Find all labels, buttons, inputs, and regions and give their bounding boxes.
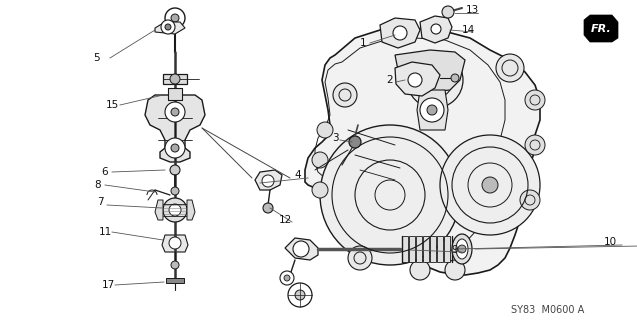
Polygon shape <box>395 50 465 92</box>
Circle shape <box>349 136 361 148</box>
Circle shape <box>407 52 463 108</box>
Circle shape <box>525 135 545 155</box>
Circle shape <box>393 26 407 40</box>
Bar <box>402 236 408 262</box>
Ellipse shape <box>456 239 468 259</box>
Circle shape <box>496 54 524 82</box>
Circle shape <box>288 283 312 307</box>
Polygon shape <box>584 15 618 42</box>
Circle shape <box>348 246 372 270</box>
Bar <box>168 88 182 100</box>
Circle shape <box>170 165 180 175</box>
Circle shape <box>525 90 545 110</box>
Circle shape <box>280 271 294 285</box>
Circle shape <box>312 182 328 198</box>
Circle shape <box>171 108 179 116</box>
Polygon shape <box>155 200 163 220</box>
Bar <box>416 236 422 262</box>
Text: 6: 6 <box>102 167 108 177</box>
Circle shape <box>320 125 460 265</box>
Text: 2: 2 <box>387 75 393 85</box>
Circle shape <box>165 138 185 158</box>
Bar <box>423 236 429 262</box>
Circle shape <box>451 74 459 82</box>
Text: FR.: FR. <box>590 24 612 34</box>
Circle shape <box>295 290 305 300</box>
Circle shape <box>165 8 185 28</box>
Circle shape <box>482 177 498 193</box>
Circle shape <box>169 237 181 249</box>
Circle shape <box>171 261 179 269</box>
Text: SY83  M0600 A: SY83 M0600 A <box>512 305 585 315</box>
Circle shape <box>442 6 454 18</box>
Bar <box>166 278 184 283</box>
Circle shape <box>165 24 171 30</box>
Text: 10: 10 <box>603 237 617 247</box>
Circle shape <box>262 175 274 187</box>
Circle shape <box>520 190 540 210</box>
Text: 14: 14 <box>461 25 475 35</box>
Circle shape <box>171 144 179 152</box>
Circle shape <box>410 260 430 280</box>
Bar <box>437 236 443 262</box>
Circle shape <box>445 260 465 280</box>
Circle shape <box>312 152 328 168</box>
Ellipse shape <box>452 234 472 264</box>
Circle shape <box>440 135 540 235</box>
Bar <box>444 236 450 262</box>
Circle shape <box>427 105 437 115</box>
Circle shape <box>431 24 441 34</box>
FancyArrowPatch shape <box>596 23 608 36</box>
Circle shape <box>428 73 442 87</box>
Circle shape <box>169 204 181 216</box>
Text: 13: 13 <box>466 5 478 15</box>
Circle shape <box>263 203 273 213</box>
Circle shape <box>317 122 333 138</box>
Text: 5: 5 <box>94 53 100 63</box>
Polygon shape <box>417 90 448 130</box>
Circle shape <box>165 102 185 122</box>
Text: 15: 15 <box>105 100 118 110</box>
Text: 7: 7 <box>97 197 103 207</box>
Polygon shape <box>155 22 185 34</box>
Bar <box>163 74 187 84</box>
Bar <box>409 236 415 262</box>
Circle shape <box>170 74 180 84</box>
Text: 17: 17 <box>101 280 115 290</box>
Text: 9: 9 <box>452 245 458 255</box>
Polygon shape <box>420 16 452 43</box>
Circle shape <box>333 83 357 107</box>
Circle shape <box>458 245 466 253</box>
Circle shape <box>171 14 179 22</box>
Polygon shape <box>162 235 188 252</box>
Polygon shape <box>395 62 440 96</box>
Polygon shape <box>285 238 318 260</box>
Text: 11: 11 <box>98 227 111 237</box>
Text: 4: 4 <box>295 170 301 180</box>
Circle shape <box>171 187 179 195</box>
Polygon shape <box>145 95 205 162</box>
Circle shape <box>420 98 444 122</box>
Circle shape <box>161 20 175 34</box>
Text: 1: 1 <box>360 38 366 48</box>
Circle shape <box>163 198 187 222</box>
Text: 3: 3 <box>332 133 338 143</box>
Circle shape <box>293 241 309 257</box>
Text: 12: 12 <box>278 215 292 225</box>
Polygon shape <box>187 200 195 220</box>
Circle shape <box>408 73 422 87</box>
Circle shape <box>284 275 290 281</box>
Bar <box>430 236 436 262</box>
Polygon shape <box>255 170 282 190</box>
Polygon shape <box>380 18 420 48</box>
Text: 8: 8 <box>95 180 101 190</box>
Polygon shape <box>305 28 540 275</box>
